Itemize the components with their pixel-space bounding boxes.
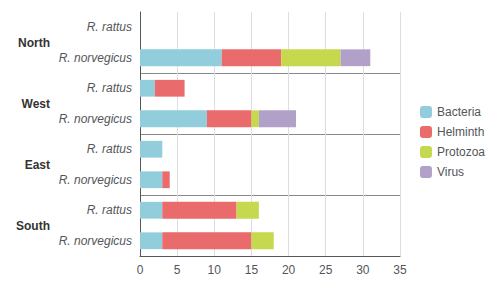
svg-text:20: 20	[282, 263, 296, 277]
svg-text:East: East	[25, 158, 50, 172]
svg-text:R. rattus: R. rattus	[87, 203, 132, 217]
svg-text:5: 5	[174, 263, 181, 277]
svg-text:Bacteria: Bacteria	[437, 105, 481, 119]
svg-text:25: 25	[319, 263, 333, 277]
svg-text:R. rattus: R. rattus	[87, 20, 132, 34]
svg-text:North: North	[18, 36, 50, 50]
svg-text:Virus: Virus	[437, 165, 464, 179]
svg-text:South: South	[16, 219, 50, 233]
svg-text:10: 10	[208, 263, 222, 277]
svg-text:R. norvegicus: R. norvegicus	[59, 173, 132, 187]
svg-text:R. norvegicus: R. norvegicus	[59, 51, 132, 65]
svg-text:0: 0	[137, 263, 144, 277]
svg-text:R. norvegicus: R. norvegicus	[59, 234, 132, 248]
svg-text:35: 35	[393, 263, 407, 277]
svg-text:30: 30	[356, 263, 370, 277]
svg-text:R. rattus: R. rattus	[87, 81, 132, 95]
svg-text:R. rattus: R. rattus	[87, 142, 132, 156]
svg-text:R. norvegicus: R. norvegicus	[59, 112, 132, 126]
svg-text:15: 15	[245, 263, 259, 277]
svg-text:Protozoa: Protozoa	[437, 145, 485, 159]
svg-text:West: West	[22, 97, 50, 111]
svg-text:Helminth: Helminth	[437, 125, 484, 139]
